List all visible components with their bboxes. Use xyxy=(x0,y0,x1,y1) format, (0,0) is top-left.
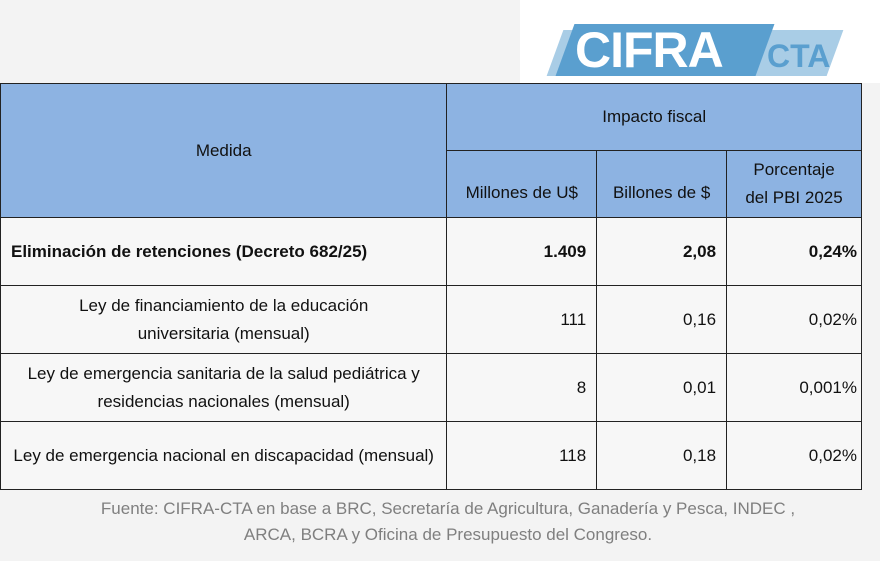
cell-pbi: 0,02% xyxy=(726,285,862,354)
logo-subtext: CTA xyxy=(767,38,831,74)
header-millones-usd: Millones de U$ xyxy=(446,150,598,218)
cifra-cta-logo: CIFRA CTA xyxy=(546,22,845,80)
cell-pesos: 0,16 xyxy=(596,285,728,354)
cell-usd: 1.409 xyxy=(446,217,598,286)
header-billones-pesos: Billones de $ xyxy=(596,150,728,218)
cell-medida: Eliminación de retenciones (Decreto 682/… xyxy=(0,217,448,286)
table-row: Ley de financiamiento de la educación un… xyxy=(0,285,862,354)
cell-pesos: 0,18 xyxy=(596,421,728,490)
source-note: Fuente: CIFRA-CTA en base a BRC, Secreta… xyxy=(0,496,880,548)
source-line-2: ARCA, BCRA y Oficina de Presupuesto del … xyxy=(243,525,653,544)
cell-medida: Ley de financiamiento de la educación un… xyxy=(0,285,448,354)
header-impacto-fiscal: Impacto fiscal xyxy=(446,83,862,151)
cell-pesos: 0,01 xyxy=(596,353,728,422)
cell-pbi: 0,24% xyxy=(726,217,862,286)
logo-text: CIFRA xyxy=(575,22,724,78)
fiscal-impact-table: Medida Impacto fiscal Millones de U$ Bil… xyxy=(0,83,862,490)
cell-pbi: 0,02% xyxy=(726,421,862,490)
cell-usd: 8 xyxy=(446,353,598,422)
cell-medida: Ley de emergencia nacional en discapacid… xyxy=(0,421,448,490)
header-medida: Medida xyxy=(0,83,448,218)
table-row: Ley de emergencia sanitaria de la salud … xyxy=(0,353,862,422)
source-line-1: Fuente: CIFRA-CTA en base a BRC, Secreta… xyxy=(100,499,796,518)
header-porcentaje-pbi: Porcentaje del PBI 2025 xyxy=(726,150,862,218)
cell-pbi: 0,001% xyxy=(726,353,862,422)
cell-usd: 111 xyxy=(446,285,598,354)
cell-pesos: 2,08 xyxy=(596,217,728,286)
cell-medida: Ley de emergencia sanitaria de la salud … xyxy=(0,353,448,422)
cell-usd: 118 xyxy=(446,421,598,490)
table-row: Ley de emergencia nacional en discapacid… xyxy=(0,421,862,490)
table-row: Eliminación de retenciones (Decreto 682/… xyxy=(0,217,862,286)
